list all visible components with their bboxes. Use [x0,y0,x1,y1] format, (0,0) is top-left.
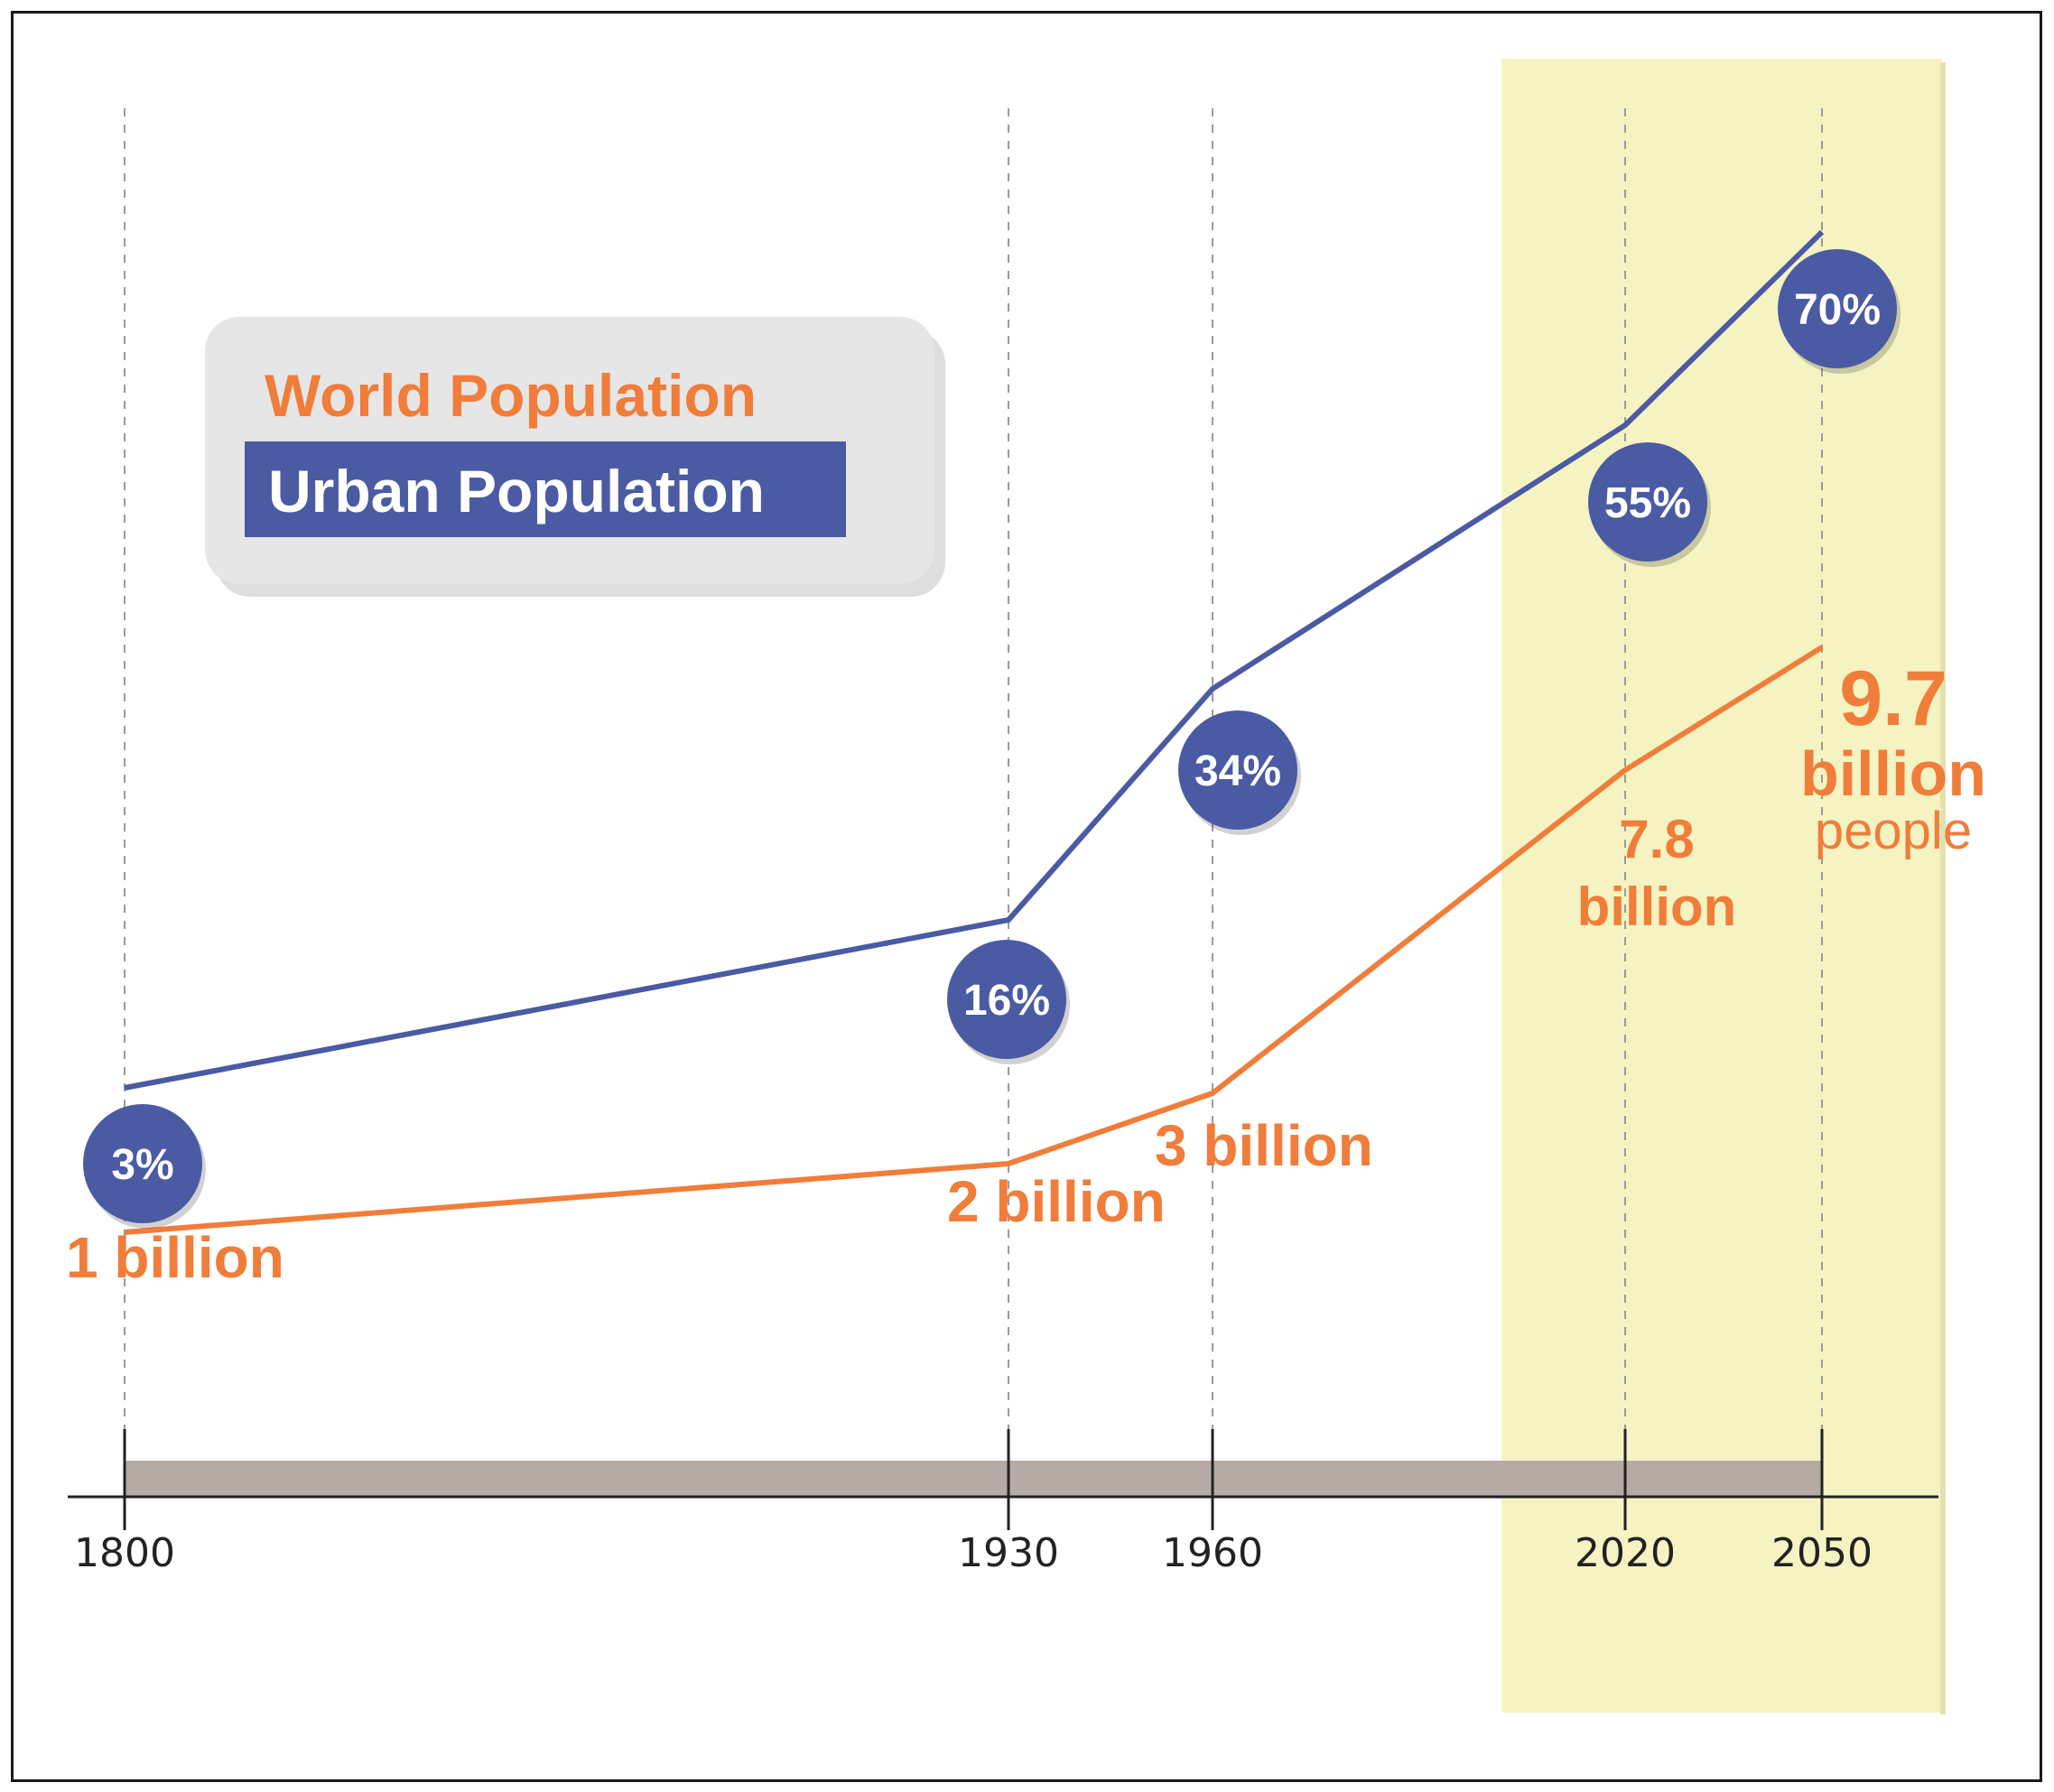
urban-bubble-circle-1960 [1178,710,1297,830]
urban-bubble-circle-2050 [1778,249,1897,368]
tick-label-1800: 1800 [74,1530,175,1576]
urban-bubble-1960: 34% [1178,710,1301,835]
highlight-band-shadow [1940,62,1946,1714]
urban-bubble-circle-2020 [1588,442,1707,562]
chart-frame: 1800 1930 1960 2020 2050 3% 16% 34% 55% 70% 1 bi… [11,11,2042,1782]
tick-label-2050: 2050 [1771,1530,1873,1576]
legend-urban-population: Urban Population [268,458,765,525]
urban-bubble-1930: 16% [947,940,1070,1064]
tick-label-2020: 2020 [1575,1530,1676,1576]
urban-bubble-2050: 70% [1778,249,1901,374]
urban-bubble-label-1800: 3% [111,1141,173,1189]
legend: World Population Urban Population [205,317,945,597]
population-chart: 1800 1930 1960 2020 2050 3% 16% 34% 55% 70% 1 bi… [66,59,1986,1714]
urban-bubble-label-1960: 34% [1194,747,1281,795]
urban-bubble-label-2050: 70% [1794,286,1881,334]
urban-bubbles: 3% 16% 34% 55% 70% [83,249,1901,1229]
urban-bubble-label-2020: 55% [1604,479,1691,527]
urban-bubble-1800: 3% [83,1104,206,1229]
world-label-2050-value: 9.7 [1839,655,1947,742]
tick-label-1960: 1960 [1162,1530,1263,1576]
world-label-2050-people: people [1815,802,1972,860]
urban-bubble-circle-1800 [83,1104,202,1223]
world-label-1930: 2 billion [947,1169,1166,1234]
world-label-2050-unit: billion [1800,738,1986,809]
legend-world-population: World Population [265,362,757,429]
tick-label-1930: 1930 [958,1530,1059,1576]
timeline-bar [125,1461,1822,1497]
world-population-line [124,645,1824,1235]
urban-bubble-circle-1930 [947,940,1066,1059]
urban-bubble-2020: 55% [1588,442,1711,567]
world-label-2020-value: 7.8 [1619,809,1694,869]
world-label-1800: 1 billion [66,1225,284,1290]
urban-bubble-label-1930: 16% [963,977,1050,1025]
legend-urban-swatch [245,441,846,537]
urban-population-line [124,229,1825,1091]
axis-ticks: 1800 1930 1960 2020 2050 [74,1429,1873,1576]
world-label-1960: 3 billion [1155,1113,1373,1178]
world-label-2020-unit: billion [1577,877,1737,937]
